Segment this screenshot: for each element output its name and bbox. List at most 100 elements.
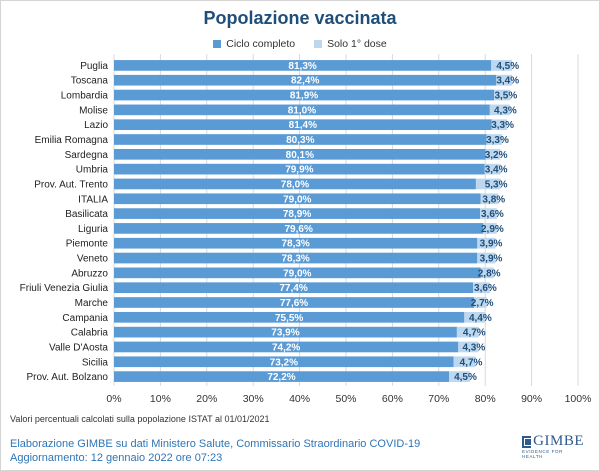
bar-solo-prima-dose — [480, 267, 494, 279]
legend-swatch-ciclo-completo — [213, 40, 222, 48]
data-label-solo-prima-dose: 2,8% — [478, 268, 501, 279]
data-label-solo-prima-dose: 4,3% — [462, 342, 485, 353]
bar-solo-prima-dose — [456, 326, 479, 338]
bar-solo-prima-dose — [485, 148, 501, 160]
data-label-ciclo-completo: 77,4% — [279, 283, 307, 294]
bar-solo-prima-dose — [480, 193, 499, 205]
logo-word: GIMBE — [533, 433, 584, 449]
bar-ciclo-completo — [114, 89, 495, 101]
category-label: ITALIA — [78, 194, 108, 205]
category-label: Abruzzo — [71, 268, 108, 279]
data-label-ciclo-completo: 79,0% — [283, 268, 311, 279]
bar-ciclo-completo — [114, 311, 465, 323]
data-label-ciclo-completo: 79,0% — [283, 194, 311, 205]
bar-solo-prima-dose — [486, 134, 502, 145]
bar-ciclo-completo — [114, 74, 497, 86]
bar-ciclo-completo — [114, 297, 475, 308]
bar-solo-prima-dose — [464, 311, 485, 323]
x-tick-label: 30% — [243, 393, 264, 405]
x-tick-label: 90% — [521, 393, 542, 405]
bar-ciclo-completo — [114, 282, 474, 294]
data-label-solo-prima-dose: 4,7% — [463, 328, 486, 339]
data-label-solo-prima-dose: 3,4% — [485, 165, 508, 176]
footnote: Valori percentuali calcolati sulla popol… — [10, 414, 270, 424]
data-label-solo-prima-dose: 3,8% — [482, 194, 505, 205]
data-label-solo-prima-dose: 4,3% — [494, 105, 517, 116]
bar-solo-prima-dose — [480, 208, 497, 219]
data-label-ciclo-completo: 81,4% — [289, 120, 317, 131]
category-label: Toscana — [71, 76, 109, 87]
data-label-solo-prima-dose: 3,6% — [474, 283, 497, 294]
data-label-ciclo-completo: 78,0% — [281, 179, 309, 190]
bar-solo-prima-dose — [494, 89, 511, 101]
x-tick-label: 100% — [565, 393, 592, 405]
category-label: Prov. Aut. Bolzano — [26, 372, 108, 383]
data-label-ciclo-completo: 73,9% — [271, 328, 299, 339]
category-label: Sardegna — [65, 150, 109, 161]
bar-solo-prima-dose — [475, 178, 501, 190]
logo-mark-icon — [522, 435, 533, 448]
data-label-ciclo-completo: 73,2% — [270, 357, 298, 368]
x-tick-label: 70% — [428, 393, 449, 405]
data-label-solo-prima-dose: 3,3% — [491, 120, 514, 131]
data-label-ciclo-completo: 74,2% — [272, 342, 300, 353]
logo-tagline: EVIDENCE FOR HEALTH — [522, 449, 563, 459]
data-label-solo-prima-dose: 3,6% — [481, 209, 504, 220]
data-label-ciclo-completo: 79,9% — [285, 165, 313, 176]
data-label-ciclo-completo: 75,5% — [275, 313, 303, 324]
bar-solo-prima-dose — [496, 74, 513, 86]
legend-item-ciclo-completo: Ciclo completo — [213, 38, 295, 50]
category-label: Prov. Aut. Trento — [34, 179, 108, 190]
x-tick-label: 50% — [335, 393, 356, 405]
category-label: Marche — [75, 298, 109, 309]
data-label-solo-prima-dose: 4,5% — [496, 61, 519, 72]
category-label: Veneto — [77, 254, 109, 265]
data-label-solo-prima-dose: 2,7% — [471, 298, 494, 309]
data-label-ciclo-completo: 79,6% — [284, 224, 312, 235]
bar-solo-prima-dose — [474, 297, 487, 308]
bar-ciclo-completo — [114, 148, 486, 160]
bar-ciclo-completo — [114, 60, 492, 71]
x-tick-label: 20% — [196, 393, 217, 405]
bar-solo-prima-dose — [491, 119, 508, 131]
legend-label: Ciclo completo — [226, 38, 296, 50]
bar-ciclo-completo — [114, 252, 478, 264]
data-label-solo-prima-dose: 4,4% — [469, 313, 492, 324]
bar-ciclo-completo — [114, 104, 490, 116]
bar-ciclo-completo — [114, 163, 485, 175]
legend-item-solo-prima-dose: Solo 1° dose — [314, 38, 387, 50]
data-label-ciclo-completo: 80,1% — [286, 150, 314, 161]
category-label: Lombardia — [61, 91, 109, 102]
bar-solo-prima-dose — [484, 163, 501, 175]
data-label-ciclo-completo: 81,3% — [288, 61, 316, 72]
data-label-solo-prima-dose: 4,7% — [460, 357, 483, 368]
bar-ciclo-completo — [114, 193, 481, 205]
data-label-solo-prima-dose: 5,3% — [485, 179, 508, 190]
category-label: Piemonte — [66, 239, 109, 250]
bar-ciclo-completo — [114, 326, 457, 338]
bar-ciclo-completo — [114, 267, 481, 279]
bar-ciclo-completo — [114, 237, 478, 249]
chart-title: Popolazione vaccinata — [203, 8, 397, 28]
category-label: Calabria — [71, 328, 109, 339]
data-label-ciclo-completo: 78,9% — [283, 209, 311, 220]
data-label-ciclo-completo: 82,4% — [291, 76, 319, 87]
category-label: Campania — [62, 313, 108, 324]
bar-solo-prima-dose — [477, 252, 496, 264]
category-label: Puglia — [80, 61, 108, 72]
data-label-solo-prima-dose: 3,9% — [480, 239, 503, 250]
category-label: Valle D'Aosta — [49, 342, 108, 353]
data-label-solo-prima-dose: 2,9% — [481, 224, 504, 235]
bar-solo-prima-dose — [473, 282, 490, 294]
bar-ciclo-completo — [114, 223, 484, 234]
x-tick-label: 40% — [289, 393, 310, 405]
bar-ciclo-completo — [114, 341, 459, 353]
legend-label: Solo 1° dose — [327, 38, 387, 50]
credit-line-source: Elaborazione GIMBE su dati Ministero Sal… — [10, 438, 421, 450]
data-label-solo-prima-dose: 3,3% — [486, 135, 509, 146]
bar-solo-prima-dose — [489, 104, 510, 116]
data-label-ciclo-completo: 78,3% — [281, 239, 309, 250]
bar-solo-prima-dose — [483, 223, 497, 234]
legend: Ciclo completo Solo 1° dose — [0, 38, 600, 51]
